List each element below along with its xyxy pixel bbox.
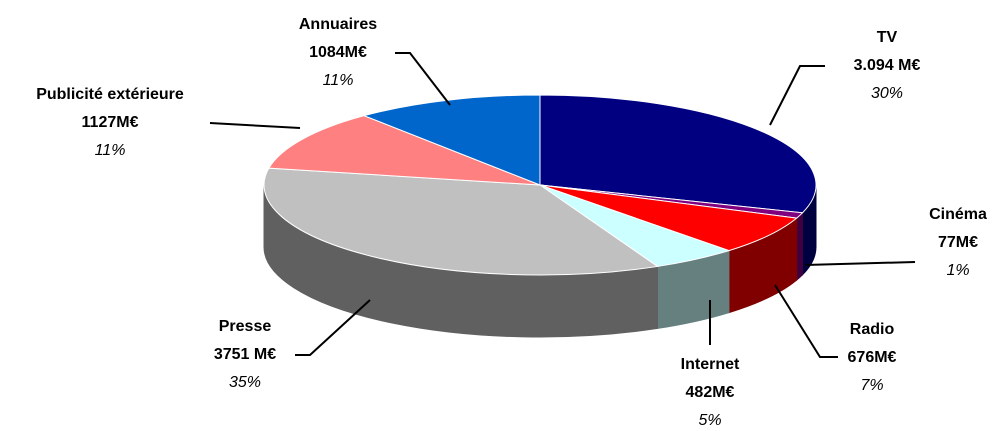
slice xyxy=(268,115,541,186)
slice-label: Presse xyxy=(219,318,272,335)
leader-line xyxy=(804,261,916,266)
percent-label: 30% xyxy=(871,85,903,102)
leader-line xyxy=(395,52,451,106)
slice-side xyxy=(796,211,803,282)
slice-label: Cinéma xyxy=(929,206,987,223)
amount-label: 3.094 M€ xyxy=(854,57,921,74)
slice-label: Radio xyxy=(850,321,895,338)
amount-label: 1127M€ xyxy=(82,114,139,131)
slice xyxy=(539,94,817,214)
amount-label: 1084M€ xyxy=(309,44,367,61)
leader-line xyxy=(774,284,838,358)
leader-line xyxy=(209,122,301,129)
amount-label: 77M€ xyxy=(938,234,978,251)
amount-label: 676M€ xyxy=(848,349,897,366)
percent-label: 7% xyxy=(860,377,883,394)
slice-label: Annuaires xyxy=(299,16,377,33)
percent-label: 11% xyxy=(95,142,126,159)
amount-label: 482M€ xyxy=(686,384,735,401)
slice xyxy=(263,167,659,276)
percent-label: 5% xyxy=(698,412,721,429)
slice-label: TV xyxy=(877,29,898,46)
percent-label: 35% xyxy=(229,374,261,391)
leader-line xyxy=(769,65,825,126)
percent-label: 1% xyxy=(946,262,969,279)
amount-label: 3751 M€ xyxy=(214,346,276,363)
leader-line xyxy=(295,299,371,356)
slice-label: Internet xyxy=(681,356,740,373)
slice-label: Publicité extérieure xyxy=(36,86,184,103)
slice xyxy=(539,184,798,252)
percent-label: 11% xyxy=(323,72,354,89)
